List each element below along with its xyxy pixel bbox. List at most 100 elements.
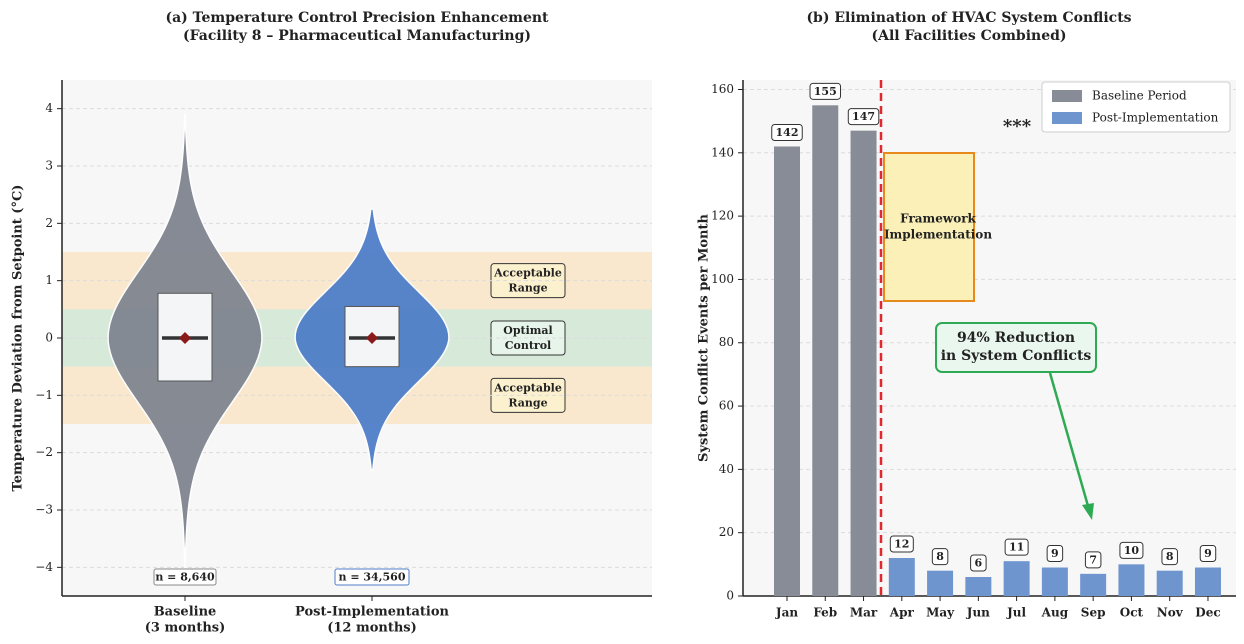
- arrow-head: [1082, 503, 1094, 520]
- value-label: 9: [1051, 547, 1059, 560]
- legend-box: [1041, 81, 1231, 133]
- x-tick-label: Jul: [1006, 606, 1026, 620]
- x-tick-label: (12 months): [327, 621, 417, 636]
- value-label-box: [1004, 538, 1029, 556]
- band-label: Range: [508, 396, 547, 409]
- chart-title: (b) Elimination of HVAC System Conflicts: [806, 10, 1131, 26]
- value-label-box: [970, 554, 987, 572]
- mean-marker: [179, 332, 191, 344]
- y-tick-label: 1: [45, 273, 53, 287]
- annotation: in System Conflicts: [941, 348, 1092, 364]
- value-label: 155: [814, 85, 837, 98]
- y-tick-label: −1: [35, 388, 53, 402]
- value-label-box: [809, 82, 842, 100]
- chart-subtitle: (Facility 8 – Pharmaceutical Manufacturi…: [183, 28, 531, 44]
- band-label: Control: [505, 339, 551, 352]
- value-label: 11: [1009, 541, 1024, 554]
- bar: [927, 570, 954, 596]
- y-tick-label: 4: [45, 101, 53, 115]
- bar: [965, 577, 992, 596]
- annotation: ***: [1003, 116, 1032, 137]
- value-label-box: [771, 123, 803, 141]
- x-tick-label: Sep: [1081, 606, 1106, 620]
- band-label: Acceptable: [493, 267, 562, 280]
- y-tick-label: 160: [711, 82, 734, 96]
- x-tick-label: Jan: [775, 606, 798, 620]
- x-tick-label: Apr: [889, 606, 915, 620]
- y-tick-label: 3: [45, 159, 53, 173]
- value-label: 10: [1124, 544, 1140, 557]
- x-tick-label: Mar: [850, 606, 878, 620]
- y-axis-label: Temperature Deviation from Setpoint (°C): [11, 185, 26, 492]
- value-label-box: [1084, 551, 1102, 569]
- value-label: 8: [936, 550, 944, 563]
- bar: [812, 105, 839, 597]
- legend-label: Baseline Period: [1092, 89, 1187, 103]
- mean-marker: [366, 332, 378, 344]
- x-tick-label: May: [926, 606, 955, 620]
- legend-label: Post-Implementation: [1092, 111, 1219, 125]
- y-tick-label: 20: [719, 525, 734, 539]
- y-tick-label: 60: [719, 399, 734, 413]
- bar: [1118, 564, 1145, 596]
- value-label: 9: [1204, 547, 1212, 560]
- bar: [1080, 573, 1107, 596]
- bar: [1003, 561, 1030, 596]
- x-tick-label: Jun: [966, 606, 990, 620]
- y-tick-label: 120: [711, 209, 734, 223]
- x-tick-label: Feb: [813, 606, 837, 620]
- y-tick-label: 2: [45, 216, 53, 230]
- legend-swatch: [1052, 112, 1082, 124]
- value-label-box: [847, 108, 880, 126]
- legend-swatch: [1052, 90, 1082, 102]
- value-label: 6: [975, 557, 983, 570]
- band-label: Optimal: [503, 324, 552, 337]
- y-tick-label: 0: [45, 331, 53, 345]
- annotation: Framework: [900, 212, 976, 226]
- bar: [1041, 567, 1068, 596]
- plot-a: Acceptable Range Acceptable Range Optimal Con…: [35, 80, 652, 636]
- bar: [850, 130, 877, 596]
- x-tick-label: Oct: [1120, 606, 1144, 620]
- y-tick-label: 140: [711, 145, 734, 159]
- sample-label: n = 34,560: [339, 571, 406, 584]
- bar: [1156, 570, 1183, 596]
- band-label: Acceptable: [493, 381, 562, 394]
- value-label: 12: [894, 538, 909, 551]
- chart-title: (a) Temperature Control Precision Enhanc…: [165, 10, 549, 26]
- annotation: 94% Reduction: [957, 330, 1075, 346]
- y-tick-label: −2: [35, 445, 53, 459]
- x-tick-label: (3 months): [145, 621, 226, 636]
- value-label-box: [931, 548, 949, 566]
- value-label-box: [1199, 545, 1217, 563]
- value-label-box: [889, 535, 914, 553]
- arrow: [1048, 372, 1090, 507]
- band-label: Range: [508, 282, 547, 295]
- bar: [888, 558, 915, 596]
- annotation-box: [883, 152, 975, 302]
- y-tick-label: 100: [711, 272, 734, 286]
- annotation-box: [935, 322, 1097, 373]
- value-label-box: [1046, 545, 1064, 563]
- annotation: Implementation: [884, 228, 992, 242]
- value-label: 142: [776, 126, 799, 139]
- x-tick-label: Dec: [1195, 606, 1220, 620]
- sample-box: [334, 568, 410, 586]
- value-label-box: [1119, 541, 1144, 559]
- bar: [1194, 567, 1221, 596]
- value-label: 7: [1089, 553, 1097, 566]
- bar: [774, 146, 800, 597]
- sample-label: n = 8,640: [155, 571, 215, 584]
- x-tick-label: Aug: [1041, 606, 1069, 620]
- y-tick-label: 80: [719, 335, 734, 349]
- y-tick-label: 40: [719, 462, 734, 476]
- plot-b: 0 20 40 60 80 100 120 140 160 Jan Feb Mar Apr May Jun J…: [711, 80, 1236, 620]
- y-tick-label: −3: [35, 503, 53, 517]
- y-axis-label: System Conflict Events per Month: [697, 214, 712, 462]
- value-label: 8: [1166, 550, 1174, 563]
- value-label: 147: [852, 110, 875, 123]
- y-tick-label: 0: [726, 589, 734, 603]
- y-tick-label: −4: [35, 560, 53, 574]
- sample-box: [153, 568, 217, 586]
